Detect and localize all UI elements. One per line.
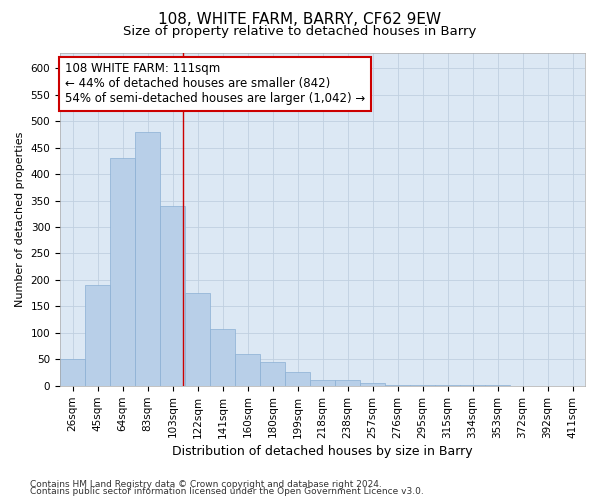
Bar [360,383,385,386]
Bar [485,385,510,386]
Bar [235,354,260,386]
Text: Contains HM Land Registry data © Crown copyright and database right 2024.: Contains HM Land Registry data © Crown c… [30,480,382,489]
Bar [135,132,160,386]
Text: 108 WHITE FARM: 111sqm
← 44% of detached houses are smaller (842)
54% of semi-de: 108 WHITE FARM: 111sqm ← 44% of detached… [65,62,365,106]
X-axis label: Distribution of detached houses by size in Barry: Distribution of detached houses by size … [172,444,473,458]
Bar [385,384,410,386]
Bar [310,380,335,386]
Text: Size of property relative to detached houses in Barry: Size of property relative to detached ho… [124,25,476,38]
Bar [185,293,210,386]
Bar [210,328,235,386]
Bar [85,285,110,386]
Bar [435,385,460,386]
Bar [285,372,310,386]
Bar [260,362,285,386]
Bar [160,206,185,386]
Text: 108, WHITE FARM, BARRY, CF62 9EW: 108, WHITE FARM, BARRY, CF62 9EW [158,12,442,28]
Text: Contains public sector information licensed under the Open Government Licence v3: Contains public sector information licen… [30,487,424,496]
Bar [410,384,435,386]
Bar [460,385,485,386]
Y-axis label: Number of detached properties: Number of detached properties [15,132,25,307]
Bar [60,360,85,386]
Bar [110,158,135,386]
Bar [335,380,360,386]
